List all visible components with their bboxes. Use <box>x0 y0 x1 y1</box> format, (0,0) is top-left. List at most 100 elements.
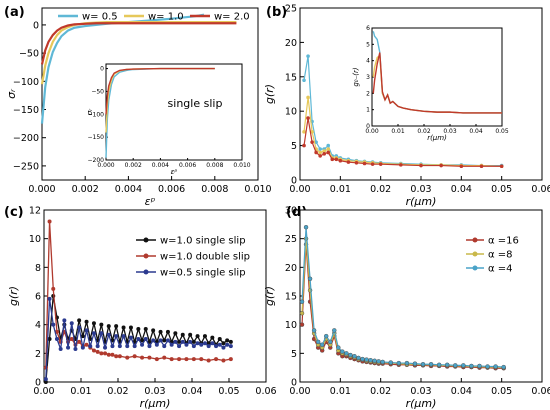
c-point <box>154 342 159 347</box>
c-point <box>125 355 130 360</box>
a-legend: w= 0.5 w= 1.0 w= 2.0 <box>58 12 250 23</box>
c-point <box>158 338 163 343</box>
d-ytick-label: 30 <box>285 206 297 217</box>
c-point <box>128 335 133 340</box>
c-point <box>91 331 96 336</box>
d-ytick-label: 10 <box>285 320 297 331</box>
d-point <box>376 359 381 364</box>
b-point <box>334 157 339 162</box>
b-xtick-label: 0.06 <box>531 184 550 195</box>
c-point <box>66 345 71 350</box>
b-ytick-label: 0 <box>291 176 297 187</box>
d-series-2 <box>299 224 506 370</box>
c-point <box>188 339 193 344</box>
b-point <box>354 161 359 165</box>
c-point <box>180 332 185 337</box>
b-point <box>302 130 306 134</box>
d-xtick-label: 0.06 <box>531 386 550 397</box>
c-point <box>136 337 141 341</box>
c-point <box>47 296 52 301</box>
d-point <box>328 339 333 345</box>
a-series-line <box>40 22 237 65</box>
d-point <box>469 363 474 369</box>
a-inset-series-line <box>105 67 215 115</box>
b-xlabel: r(μm) <box>406 195 437 208</box>
c-point <box>225 338 230 343</box>
c-point <box>206 344 211 349</box>
a-xtick-label: 0.004 <box>115 184 142 195</box>
d-point <box>461 363 466 368</box>
c-point <box>177 344 182 349</box>
d-point <box>380 359 385 365</box>
c-legend-entry: w=1.0 double slip <box>160 252 250 263</box>
a-ytick-label: 0 <box>33 20 39 31</box>
a-legend-entry: w= 2.0 <box>214 12 250 23</box>
c-point <box>180 339 185 344</box>
a-inset-xtick-label: 0.008 <box>206 162 223 169</box>
c-point <box>221 345 226 350</box>
b-ytick-label: 10 <box>285 107 297 118</box>
d-legend-entry: α =16 <box>488 236 519 247</box>
c-point <box>58 347 63 352</box>
c-point <box>62 318 67 323</box>
c-point <box>121 325 126 330</box>
c-point <box>217 337 222 341</box>
b-point <box>310 140 314 144</box>
d-xtick-label: 0.05 <box>491 386 512 397</box>
c-point <box>47 337 52 341</box>
c-point <box>162 355 167 360</box>
b-point <box>314 150 318 155</box>
d-xtick-label: 0.01 <box>330 386 351 397</box>
c-point <box>165 338 170 343</box>
c-point <box>128 325 133 330</box>
c-point <box>95 344 100 349</box>
c-point <box>103 345 108 350</box>
c-point <box>162 338 167 343</box>
a-series-0 <box>40 13 205 124</box>
c-xtick-label: 0.00 <box>33 386 54 397</box>
c-ytick-label: 0 <box>35 378 41 389</box>
b-inset-xtick-label: 0.02 <box>417 128 431 135</box>
d-point <box>388 360 393 365</box>
c-point <box>191 344 196 349</box>
d-ylabel: g(r) <box>263 286 276 306</box>
a-inset-xtick-label: 0.004 <box>152 162 169 169</box>
a-inset-axes: 0.000 0.002 0.004 0.006 0.008 0.010 0 −50 −100 −1… <box>86 63 251 176</box>
a-ytick-label: −50 <box>19 49 39 60</box>
a-inset-series-2 <box>105 67 215 115</box>
a-inset-ytick-label: −150 <box>88 134 105 141</box>
c-ytick-label: 8 <box>35 263 41 274</box>
c-legend: w=1.0 single slip w=1.0 double slip w=0.5 … <box>136 236 250 279</box>
d-point <box>493 364 498 369</box>
d-xlabel: r(μm) <box>406 397 437 410</box>
c-point <box>221 341 226 346</box>
d-point <box>412 361 418 366</box>
b-xtick-label: 0.04 <box>451 184 472 195</box>
a-inset-xtick-label: 0.006 <box>179 162 196 169</box>
c-point <box>114 354 119 359</box>
b-inset-ytick-label: 3 <box>366 74 370 81</box>
b-point <box>322 149 327 153</box>
c-ytick-label: 4 <box>35 320 41 331</box>
a-ylabel: σᵣ <box>5 88 18 99</box>
c-ytick-label: 10 <box>29 234 41 245</box>
c-point <box>73 347 78 352</box>
c-point <box>169 357 174 362</box>
c-point <box>51 322 56 327</box>
d-point <box>299 299 305 304</box>
b-inset-xtick-label: 0.05 <box>495 128 509 135</box>
c-point <box>202 334 207 339</box>
b-ylabel: g(r) <box>263 84 276 104</box>
c-point <box>214 344 219 349</box>
b-series-2 <box>302 116 504 169</box>
c-ylabel: g(r) <box>7 286 20 306</box>
c-point <box>143 326 148 331</box>
c-point <box>121 334 126 339</box>
d-legend-marker <box>472 237 478 243</box>
d-point <box>307 276 313 282</box>
b-inset-ytick-label: 1 <box>366 107 370 114</box>
c-point <box>77 339 82 344</box>
a-inset-xlabel: εᵖ <box>171 168 178 176</box>
d-xtick-label: 0.02 <box>370 386 391 397</box>
c-series-2 <box>43 296 233 382</box>
